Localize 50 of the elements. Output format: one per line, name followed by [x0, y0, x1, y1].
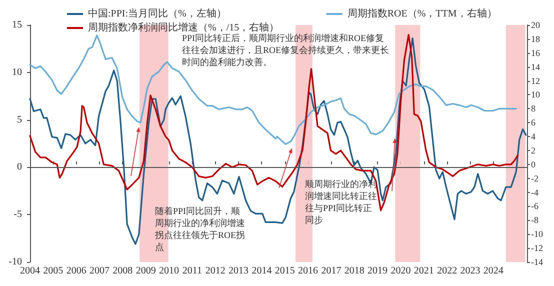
x-tick-label: 2005 — [43, 266, 64, 276]
x-tick-label: 2010 — [159, 266, 180, 276]
y2-tick-label: 0 — [531, 159, 536, 170]
x-tick-label: 2009 — [136, 266, 156, 276]
y2-tick-label: -12 — [531, 243, 543, 254]
legend-label: 周期指数ROE（%，TTM，右轴） — [347, 8, 497, 20]
x-tick-label: 2012 — [205, 266, 226, 276]
y-tick-label: 15 — [12, 20, 22, 30]
x-tick-label: 2015 — [274, 266, 295, 276]
x-tick-label: 2006 — [66, 266, 86, 276]
x-tick-label: 2013 — [228, 266, 249, 276]
y2-tick-label: 2 — [531, 145, 536, 156]
y2-tick-label: -8 — [531, 215, 539, 226]
y2-tick-label: 8 — [531, 104, 536, 114]
y2-tick-label: 10 — [531, 90, 540, 100]
y-tick-label: 10 — [12, 66, 22, 78]
y2-tick-label: -14 — [531, 257, 544, 267]
y2-tick-label: 12 — [531, 76, 540, 86]
x-tick-label: 2007 — [90, 266, 110, 276]
y2-tick-label: 4 — [531, 132, 536, 142]
x-tick-label: 2020 — [390, 266, 411, 276]
y2-tick-label: 14 — [531, 62, 540, 72]
y2-tick-label: 20 — [531, 20, 540, 30]
annotation: PPI同比转正后，顺周期行业的利润增速和ROE修复往往会加速进行，且ROE修复会持续更久，带来更长时间的盈利能力改善。 — [182, 33, 389, 67]
x-tick-label: 2023 — [460, 266, 480, 276]
legend-label: 中国:PPI:当月同比（%，左轴） — [88, 8, 226, 20]
y2-tick-label: 6 — [531, 118, 536, 128]
x-tick-label: 2021 — [414, 266, 434, 276]
x-tick-label: 2008 — [112, 266, 133, 276]
y-tick-label: -10 — [8, 256, 22, 268]
x-tick-label: 2017 — [321, 266, 342, 276]
y2-tick-label: 16 — [531, 48, 540, 58]
y-tick-label: -5 — [14, 209, 22, 220]
x-tick-label: 2019 — [368, 266, 388, 276]
x-tick-label: 2022 — [437, 266, 458, 276]
y2-tick-label: -6 — [531, 201, 539, 212]
y2-tick-label: 18 — [531, 34, 540, 44]
y-tick-label: 0 — [17, 162, 22, 173]
x-tick-label: 2016 — [298, 266, 318, 276]
y2-tick-label: -4 — [531, 187, 539, 198]
legend-label: 周期指数净利润同比增速（%，/15，右轴） — [88, 22, 280, 34]
y2-tick-label: -2 — [531, 173, 538, 184]
x-tick-label: 2018 — [344, 266, 364, 276]
x-tick-label: 2011 — [182, 266, 202, 276]
y2-tick-label: -10 — [531, 229, 544, 240]
x-tick-label: 2004 — [20, 266, 40, 276]
x-tick-label: 2014 — [252, 266, 272, 276]
annotation: 随着PPI同比回升，顺周期行业的净利润增速拐点往往领先于ROE拐点 — [154, 206, 245, 252]
y-tick-label: 5 — [17, 114, 22, 126]
x-tick-label: 2024 — [483, 266, 504, 276]
